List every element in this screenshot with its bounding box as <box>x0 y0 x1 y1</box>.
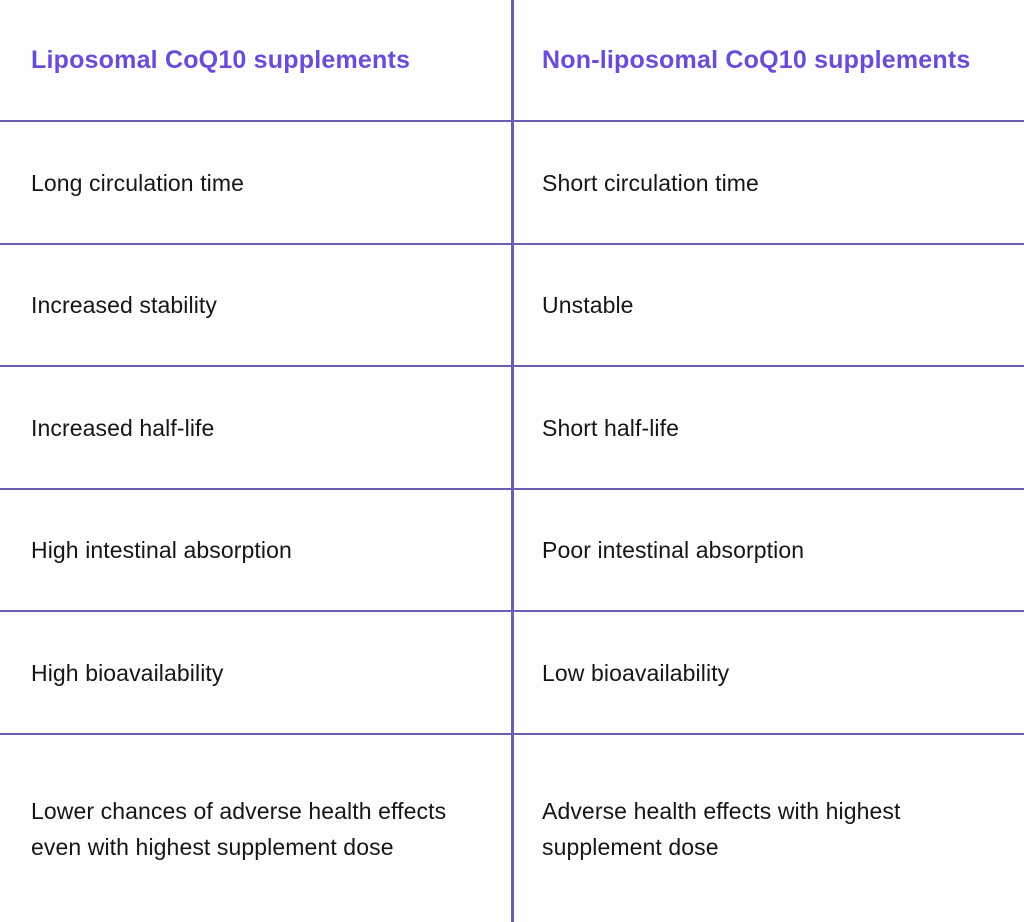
cell-text: Short circulation time <box>542 169 759 196</box>
table-row: High intestinal absorption Poor intestin… <box>0 490 1024 612</box>
table-row: High bioavailability Low bioavailability <box>0 612 1024 735</box>
table-cell: Short half-life <box>511 367 1024 488</box>
table-row: Long circulation time Short circulation … <box>0 122 1024 245</box>
cell-text: Long circulation time <box>31 169 245 196</box>
table-cell: Long circulation time <box>0 122 511 243</box>
cell-text: Lower chances of adverse health effects … <box>31 797 447 860</box>
table-cell: Adverse health effects with highest supp… <box>511 735 1024 922</box>
cell-text: Poor intestinal absorption <box>542 537 805 563</box>
column-title-non-liposomal: Non-liposomal CoQ10 supplements <box>542 45 971 74</box>
cell-text: Increased half-life <box>31 414 215 441</box>
table-cell: Low bioavailability <box>511 612 1024 733</box>
cell-text: High intestinal absorption <box>31 537 292 563</box>
table-cell: Unstable <box>511 245 1024 365</box>
table-row: Increased stability Unstable <box>0 245 1024 367</box>
table-cell: Lower chances of adverse health effects … <box>0 735 511 922</box>
table-cell: High intestinal absorption <box>0 490 511 610</box>
cell-text: Low bioavailability <box>542 659 730 686</box>
table-cell: Poor intestinal absorption <box>511 490 1024 610</box>
cell-text: Adverse health effects with highest supp… <box>542 797 901 860</box>
cell-text: Increased stability <box>31 292 217 318</box>
table-header-row: Liposomal CoQ10 supplements Non-liposoma… <box>0 0 1024 122</box>
table-row: Lower chances of adverse health effects … <box>0 735 1024 922</box>
table-row: Increased half-life Short half-life <box>0 367 1024 490</box>
cell-text: High bioavailability <box>31 659 224 686</box>
cell-text: Unstable <box>542 292 634 318</box>
header-cell-liposomal: Liposomal CoQ10 supplements <box>0 0 511 120</box>
header-cell-non-liposomal: Non-liposomal CoQ10 supplements <box>511 0 1024 120</box>
table-cell: Increased half-life <box>0 367 511 488</box>
table-cell: High bioavailability <box>0 612 511 733</box>
column-title-liposomal: Liposomal CoQ10 supplements <box>31 45 411 74</box>
cell-text: Short half-life <box>542 414 680 441</box>
table-cell: Increased stability <box>0 245 511 365</box>
table-cell: Short circulation time <box>511 122 1024 243</box>
